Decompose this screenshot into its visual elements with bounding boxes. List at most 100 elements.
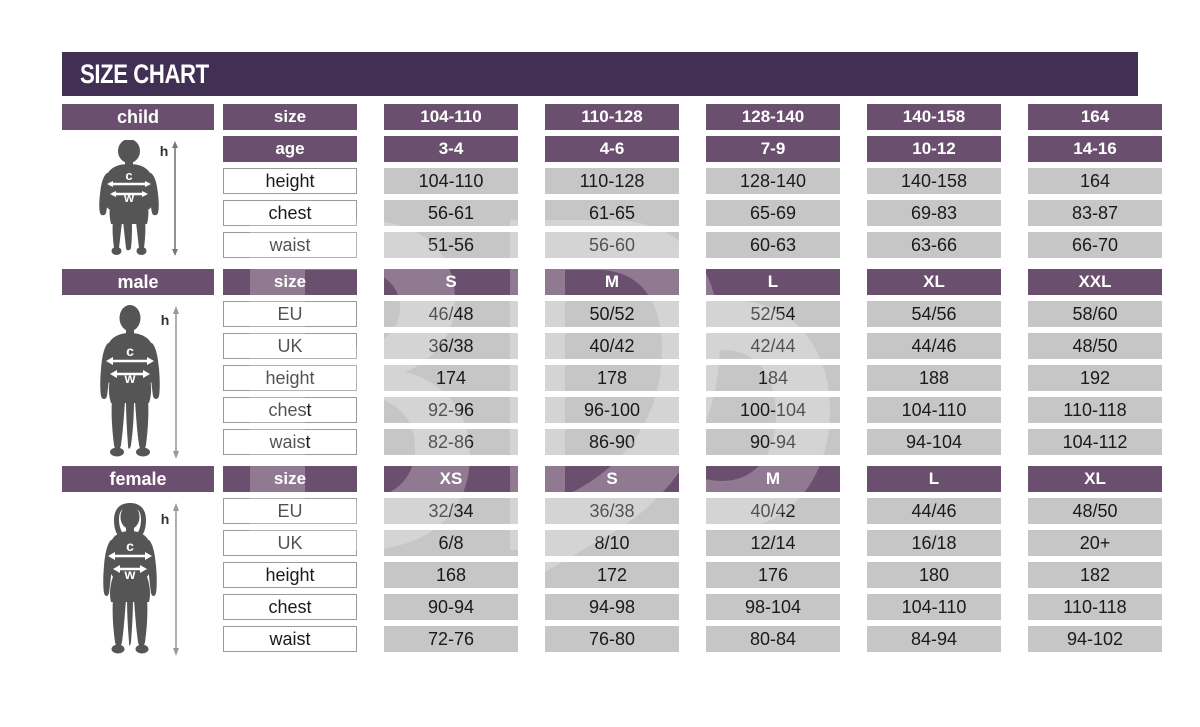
size-chart: SIZE CHART child size 104-110 110-128 12… xyxy=(62,52,1162,658)
data-cell: 40/42 xyxy=(545,333,679,359)
data-cell: 104-112 xyxy=(1028,429,1162,455)
column-header-cell: 140-158 xyxy=(867,104,1001,130)
data-cell: 94-102 xyxy=(1028,626,1162,652)
data-cell: 20+ xyxy=(1028,530,1162,556)
data-cell: 84-94 xyxy=(867,626,1001,652)
data-cell: 16/18 xyxy=(867,530,1001,556)
table-row: c w h EU 32/34 36/38 xyxy=(62,498,1162,656)
data-cell: 98-104 xyxy=(706,594,840,620)
row-label: height xyxy=(223,562,357,588)
column-header-cell: M xyxy=(706,466,840,492)
data-cell: 51-56 xyxy=(384,232,518,258)
data-cell: 44/46 xyxy=(867,333,1001,359)
data-cell: 48/50 xyxy=(1028,498,1162,524)
row-label: EU xyxy=(223,301,357,327)
data-cell: 69-83 xyxy=(867,200,1001,226)
data-cell: 104-110 xyxy=(867,397,1001,423)
data-cell: 192 xyxy=(1028,365,1162,391)
category-label-child: child xyxy=(62,104,214,130)
section-female: female size XS S M L XL xyxy=(62,466,1162,656)
table-row: chest 90-94 94-98 98-104 104-110 110-118 xyxy=(62,594,1162,620)
data-cell: 52/54 xyxy=(706,301,840,327)
data-cell: 12/14 xyxy=(706,530,840,556)
row-label: EU xyxy=(223,498,357,524)
table-row: height 168 172 176 180 182 xyxy=(62,562,1162,588)
table-row: UK 6/8 8/10 12/14 16/18 20+ xyxy=(62,530,1162,556)
data-cell: 60-63 xyxy=(706,232,840,258)
data-cell: 128-140 xyxy=(706,168,840,194)
data-cell: 76-80 xyxy=(545,626,679,652)
data-cell: 50/52 xyxy=(545,301,679,327)
table-row: height 104-110 110-128 128-140 140-158 1… xyxy=(62,168,1162,194)
column-header-cell: XXL xyxy=(1028,269,1162,295)
column-header-cell: S xyxy=(545,466,679,492)
data-cell: 58/60 xyxy=(1028,301,1162,327)
data-cell: 80-84 xyxy=(706,626,840,652)
data-cell: 140-158 xyxy=(867,168,1001,194)
data-cell: 110-128 xyxy=(545,168,679,194)
data-cell: 36/38 xyxy=(384,333,518,359)
row-label: UK xyxy=(223,333,357,359)
table-row: female size XS S M L XL xyxy=(62,466,1162,492)
column-header-cell: 10-12 xyxy=(867,136,1001,162)
row-header-label: size xyxy=(223,466,357,492)
data-cell: 86-90 xyxy=(545,429,679,455)
data-cell: 65-69 xyxy=(706,200,840,226)
data-cell: 100-104 xyxy=(706,397,840,423)
child-body-silhouette-icon: c w h xyxy=(62,138,214,256)
table-row: male size S M L XL XXL xyxy=(62,269,1162,295)
row-label: height xyxy=(223,168,357,194)
row-label: chest xyxy=(223,594,357,620)
svg-text:w: w xyxy=(124,370,136,386)
table-row: UK 36/38 40/42 42/44 44/46 48/50 xyxy=(62,333,1162,359)
data-cell: 44/46 xyxy=(867,498,1001,524)
row-header-label: age xyxy=(223,136,357,162)
row-label: waist xyxy=(223,232,357,258)
data-cell: 83-87 xyxy=(1028,200,1162,226)
data-cell: 174 xyxy=(384,365,518,391)
table-row: child size 104-110 110-128 128-140 140-1… xyxy=(62,104,1162,130)
data-cell: 178 xyxy=(545,365,679,391)
data-cell: 8/10 xyxy=(545,530,679,556)
column-header-cell: 128-140 xyxy=(706,104,840,130)
category-label-female: female xyxy=(62,466,214,492)
data-cell: 94-98 xyxy=(545,594,679,620)
data-cell: 180 xyxy=(867,562,1001,588)
data-cell: 54/56 xyxy=(867,301,1001,327)
column-header-cell: 4-6 xyxy=(545,136,679,162)
column-header-cell: L xyxy=(706,269,840,295)
svg-text:h: h xyxy=(161,511,170,527)
data-cell: 184 xyxy=(706,365,840,391)
table-row: chest 92-96 96-100 100-104 104-110 110-1… xyxy=(62,397,1162,423)
data-cell: 56-61 xyxy=(384,200,518,226)
row-label: height xyxy=(223,365,357,391)
data-cell: 72-76 xyxy=(384,626,518,652)
svg-text:h: h xyxy=(161,312,170,328)
column-header-cell: XL xyxy=(1028,466,1162,492)
column-header-cell: L xyxy=(867,466,1001,492)
data-cell: 182 xyxy=(1028,562,1162,588)
page-title: SIZE CHART xyxy=(80,58,209,89)
column-header-cell: XL xyxy=(867,269,1001,295)
data-cell: 63-66 xyxy=(867,232,1001,258)
data-cell: 40/42 xyxy=(706,498,840,524)
male-body-silhouette-icon: c w h xyxy=(62,303,214,459)
data-cell: 104-110 xyxy=(867,594,1001,620)
data-cell: 82-86 xyxy=(384,429,518,455)
column-header-cell: 110-128 xyxy=(545,104,679,130)
row-header-label: size xyxy=(223,104,357,130)
row-header-label: size xyxy=(223,269,357,295)
column-header-cell: 7-9 xyxy=(706,136,840,162)
table-row: waist 72-76 76-80 80-84 84-94 94-102 xyxy=(62,626,1162,652)
data-cell: 164 xyxy=(1028,168,1162,194)
svg-text:c: c xyxy=(125,168,132,183)
data-cell: 96-100 xyxy=(545,397,679,423)
row-label: waist xyxy=(223,429,357,455)
section-male: male size S M L XL XXL xyxy=(62,269,1162,459)
table-row: height 174 178 184 188 192 xyxy=(62,365,1162,391)
category-label-male: male xyxy=(62,269,214,295)
svg-text:c: c xyxy=(126,538,134,554)
section-child: child size 104-110 110-128 128-140 140-1… xyxy=(62,104,1162,258)
data-cell: 36/38 xyxy=(545,498,679,524)
table-row: c w h age 3 xyxy=(62,136,1162,256)
